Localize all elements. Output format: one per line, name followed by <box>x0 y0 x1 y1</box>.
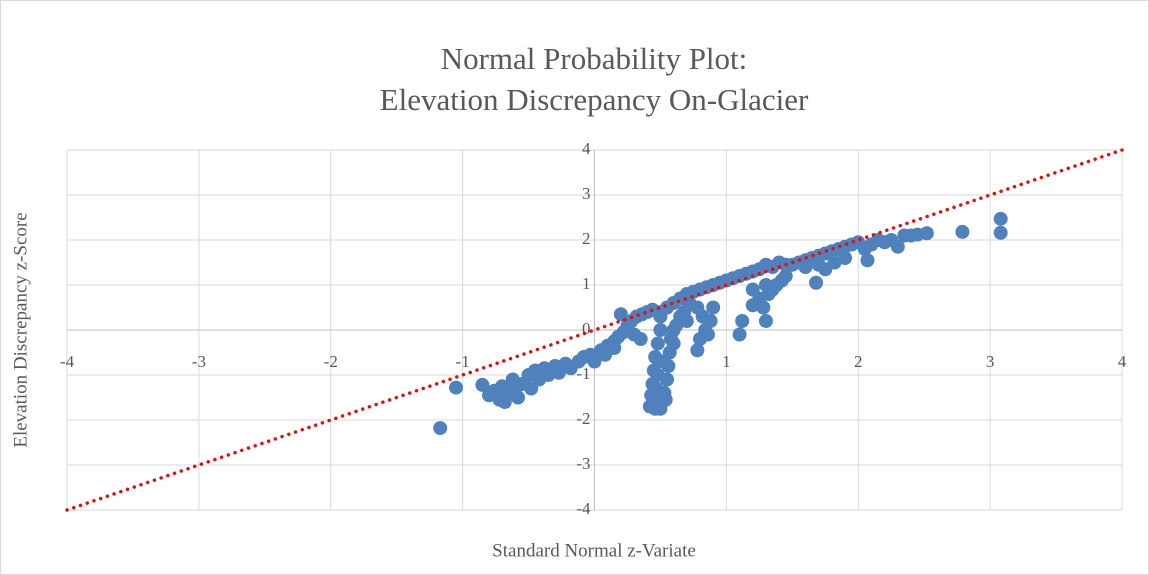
x-tick-label: 3 <box>986 352 995 371</box>
point <box>633 332 648 346</box>
point <box>706 300 721 315</box>
point <box>511 390 526 405</box>
point <box>919 226 934 241</box>
point <box>449 380 464 395</box>
point <box>653 323 668 337</box>
point <box>798 260 813 274</box>
point <box>524 381 539 396</box>
y-tick-label: -1 <box>576 364 590 383</box>
point <box>475 377 490 392</box>
point <box>703 314 718 328</box>
point <box>700 327 715 342</box>
point <box>587 354 602 369</box>
point <box>838 251 853 265</box>
y-tick-label: 4 <box>582 139 591 158</box>
chart-subtitle: Elevation Discrepancy On-Glacier <box>380 82 809 117</box>
y-tick-label: -3 <box>576 454 590 473</box>
point <box>649 381 664 396</box>
point <box>993 211 1008 226</box>
point <box>778 269 793 283</box>
reference-line <box>65 148 1124 512</box>
y-tick-label: -2 <box>576 409 590 428</box>
point <box>673 309 688 324</box>
point <box>433 421 448 436</box>
point <box>758 278 773 292</box>
point <box>656 354 671 369</box>
point <box>756 300 771 315</box>
x-tick-label: -4 <box>60 352 75 371</box>
chart-title: Normal Probability Plot: <box>441 41 748 76</box>
x-tick-label: -1 <box>456 352 470 371</box>
x-tick-label: -3 <box>192 352 206 371</box>
y-tick-label: 0 <box>582 319 591 338</box>
point <box>650 336 665 351</box>
point <box>860 253 875 268</box>
x-tick-label: 4 <box>1118 352 1127 371</box>
y-tick-label: 1 <box>582 274 591 293</box>
point <box>658 392 673 407</box>
point <box>890 239 905 254</box>
y-axis-label: Elevation Discrepancy z-Score <box>10 212 31 447</box>
point <box>993 225 1008 240</box>
point <box>827 255 842 270</box>
point <box>613 307 628 322</box>
point <box>758 314 773 328</box>
point <box>598 347 613 362</box>
x-tick-label: -2 <box>324 352 338 371</box>
y-tick-label: 3 <box>582 184 591 203</box>
point <box>666 336 681 351</box>
x-tick-label: 1 <box>722 352 731 371</box>
point <box>690 343 705 358</box>
x-axis-label: Standard Normal z-Variate <box>492 540 696 561</box>
point <box>650 368 665 382</box>
y-tick-label: -4 <box>576 499 591 518</box>
point <box>745 282 760 297</box>
point <box>809 275 824 290</box>
point <box>955 224 970 239</box>
y-tick-label: 2 <box>582 229 591 248</box>
point <box>732 327 747 342</box>
point <box>735 314 750 328</box>
x-tick-label: 2 <box>854 352 863 371</box>
